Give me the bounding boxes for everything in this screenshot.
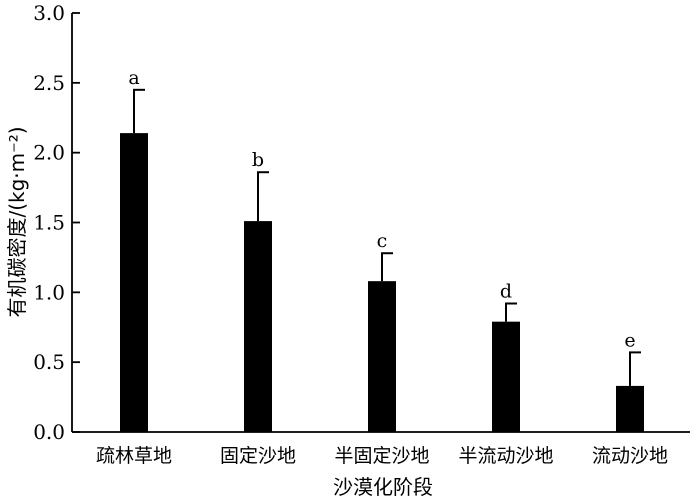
significance-label: d [500,281,512,303]
y-tick-label: 0.0 [33,420,65,444]
y-tick-label: 1.0 [33,280,65,304]
y-tick-label: 2.5 [33,71,65,95]
bar [368,281,396,432]
y-axis-title: 有机碳密度/(kg·m⁻²) [5,126,29,317]
significance-label: a [128,67,139,89]
significance-label: c [377,230,388,252]
category-labels: 疏林草地 固定沙地 半固定沙地 半流动沙地 流动沙地 [96,445,668,467]
bar [616,385,644,432]
bar [244,221,272,432]
bar [120,133,148,432]
y-tick-label: 1.5 [33,211,65,235]
error-bars [133,88,641,386]
x-axis-title: 沙漠化阶段 [333,475,433,499]
category-label: 固定沙地 [220,445,296,467]
significance-label: b [252,149,264,171]
category-label: 半固定沙地 [334,445,429,467]
significance-label: e [624,329,635,351]
y-tick-label: 0.5 [33,350,65,374]
category-label: 疏林草地 [96,445,172,467]
y-axis: 0.0 0.5 1.0 1.5 2.0 2.5 3.0 [33,1,80,444]
significance-labels: a b c d e [128,67,635,352]
bar [492,321,520,432]
bars [120,133,644,432]
category-label: 半流动沙地 [458,445,553,467]
y-tick-label: 2.0 [33,141,65,165]
category-label: 流动沙地 [592,445,668,467]
y-tick-label: 3.0 [33,1,65,25]
